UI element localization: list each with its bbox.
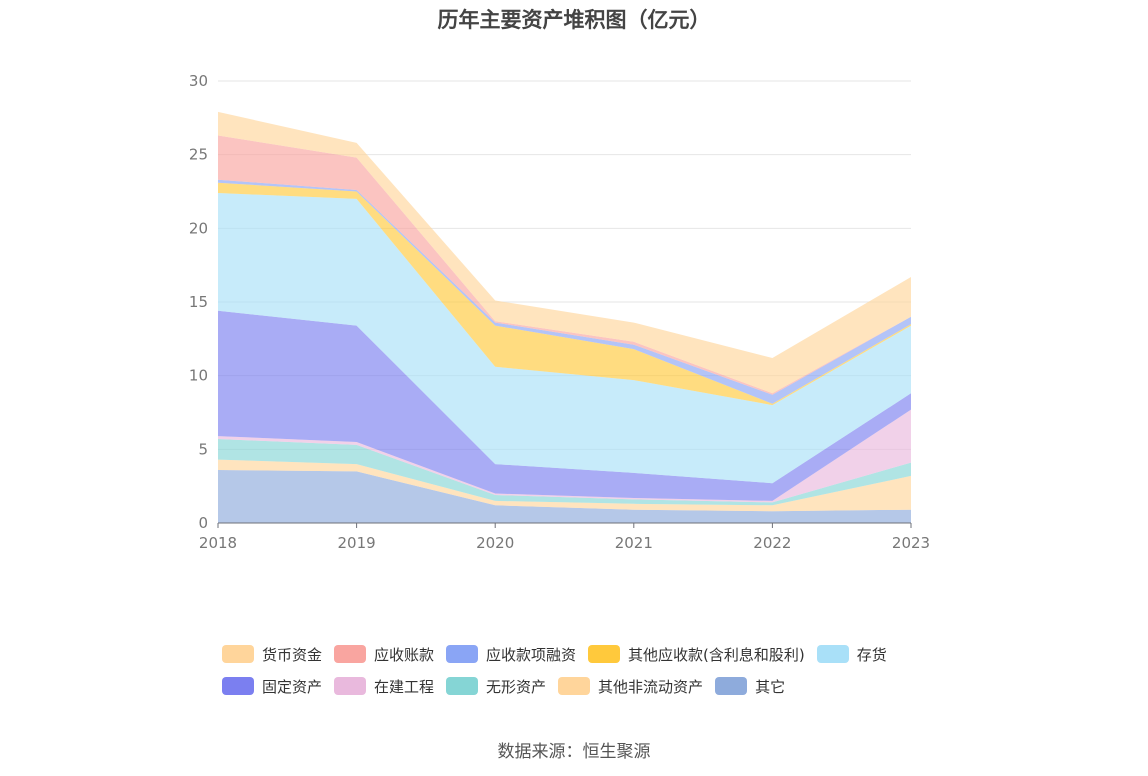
legend-item[interactable]: 其他应收款(含利息和股利) bbox=[588, 644, 805, 665]
legend-row: 固定资产 在建工程 无形资产 其他非流动资产 其它 bbox=[222, 670, 942, 702]
chart-title: 历年主要资产堆积图（亿元） bbox=[437, 8, 711, 32]
legend-swatch bbox=[558, 677, 591, 695]
y-tick-label: 20 bbox=[189, 219, 208, 237]
x-tick-label: 2021 bbox=[615, 534, 653, 552]
legend-swatch bbox=[816, 645, 849, 663]
legend-swatch bbox=[222, 645, 254, 663]
legend-item[interactable]: 其它 bbox=[715, 676, 785, 697]
legend-row: 货币资金 应收账款 应收款项融资 其他应收款(含利息和股利) 存货 bbox=[222, 638, 942, 670]
y-tick-label: 10 bbox=[189, 367, 208, 385]
y-tick-label: 15 bbox=[189, 293, 208, 311]
data-source: 数据来源：恒生聚源 bbox=[497, 742, 651, 762]
area-series-其他应收款(含利息和股利)[interactable] bbox=[218, 182, 911, 406]
x-tick-label: 2023 bbox=[892, 534, 930, 552]
stacked-area-chart: 0 5 10 15 20 25 30 2018 2019 2020 2021 2022 2023 bbox=[189, 72, 930, 552]
x-tick-label: 2020 bbox=[476, 534, 514, 552]
legend-label: 应收账款 bbox=[374, 645, 435, 664]
legend-label: 固定资产 bbox=[262, 677, 323, 696]
legend-item[interactable]: 其他非流动资产 bbox=[558, 676, 703, 697]
legend-item[interactable]: 在建工程 bbox=[334, 676, 434, 697]
area-series-其他非流动资产[interactable] bbox=[218, 459, 911, 512]
x-tick-label: 2022 bbox=[753, 534, 791, 552]
y-tick-label: 5 bbox=[198, 440, 208, 458]
legend-item[interactable]: 固定资产 bbox=[222, 676, 322, 697]
y-tick-label: 25 bbox=[189, 146, 208, 164]
legend-label: 在建工程 bbox=[374, 677, 435, 696]
legend-item[interactable]: 应收账款 bbox=[334, 644, 434, 665]
legend-item[interactable]: 存货 bbox=[816, 644, 887, 665]
legend-swatch bbox=[446, 677, 479, 695]
x-tick-label: 2018 bbox=[199, 534, 237, 552]
legend-label: 无形资产 bbox=[486, 677, 547, 696]
area-series-固定资产[interactable] bbox=[218, 310, 911, 501]
legend-item[interactable]: 货币资金 bbox=[222, 644, 322, 665]
legend-swatch bbox=[334, 677, 367, 695]
y-tick-label: 0 bbox=[198, 514, 208, 532]
legend-label: 存货 bbox=[856, 645, 887, 664]
area-series-应收账款[interactable] bbox=[218, 135, 911, 395]
area-series-无形资产[interactable] bbox=[218, 439, 911, 506]
legend-label: 其他非流动资产 bbox=[598, 677, 704, 696]
legend-swatch bbox=[334, 645, 367, 663]
legend-item[interactable]: 应收款项融资 bbox=[446, 644, 576, 665]
axis-layer: 0 5 10 15 20 25 30 2018 2019 2020 2021 2022 2023 bbox=[189, 72, 930, 552]
legend-label: 其他应收款(含利息和股利) bbox=[628, 645, 805, 664]
y-tick-label: 30 bbox=[189, 72, 208, 90]
legend-label: 其它 bbox=[755, 677, 786, 696]
legend-swatch bbox=[588, 645, 621, 663]
x-tick-label: 2019 bbox=[338, 534, 376, 552]
legend: 货币资金 应收账款 应收款项融资 其他应收款(含利息和股利) 存货固定资产 在建工程 无形资… bbox=[222, 638, 942, 702]
area-series-货币资金[interactable] bbox=[218, 111, 911, 394]
area-series-存货[interactable] bbox=[218, 193, 911, 484]
area-layer bbox=[218, 111, 911, 523]
legend-label: 货币资金 bbox=[262, 645, 323, 664]
legend-swatch bbox=[446, 645, 479, 663]
area-series-其它[interactable] bbox=[218, 470, 911, 523]
legend-swatch bbox=[222, 677, 254, 695]
legend-label: 应收款项融资 bbox=[486, 645, 577, 664]
legend-swatch bbox=[715, 677, 748, 695]
legend-item[interactable]: 无形资产 bbox=[446, 676, 546, 697]
